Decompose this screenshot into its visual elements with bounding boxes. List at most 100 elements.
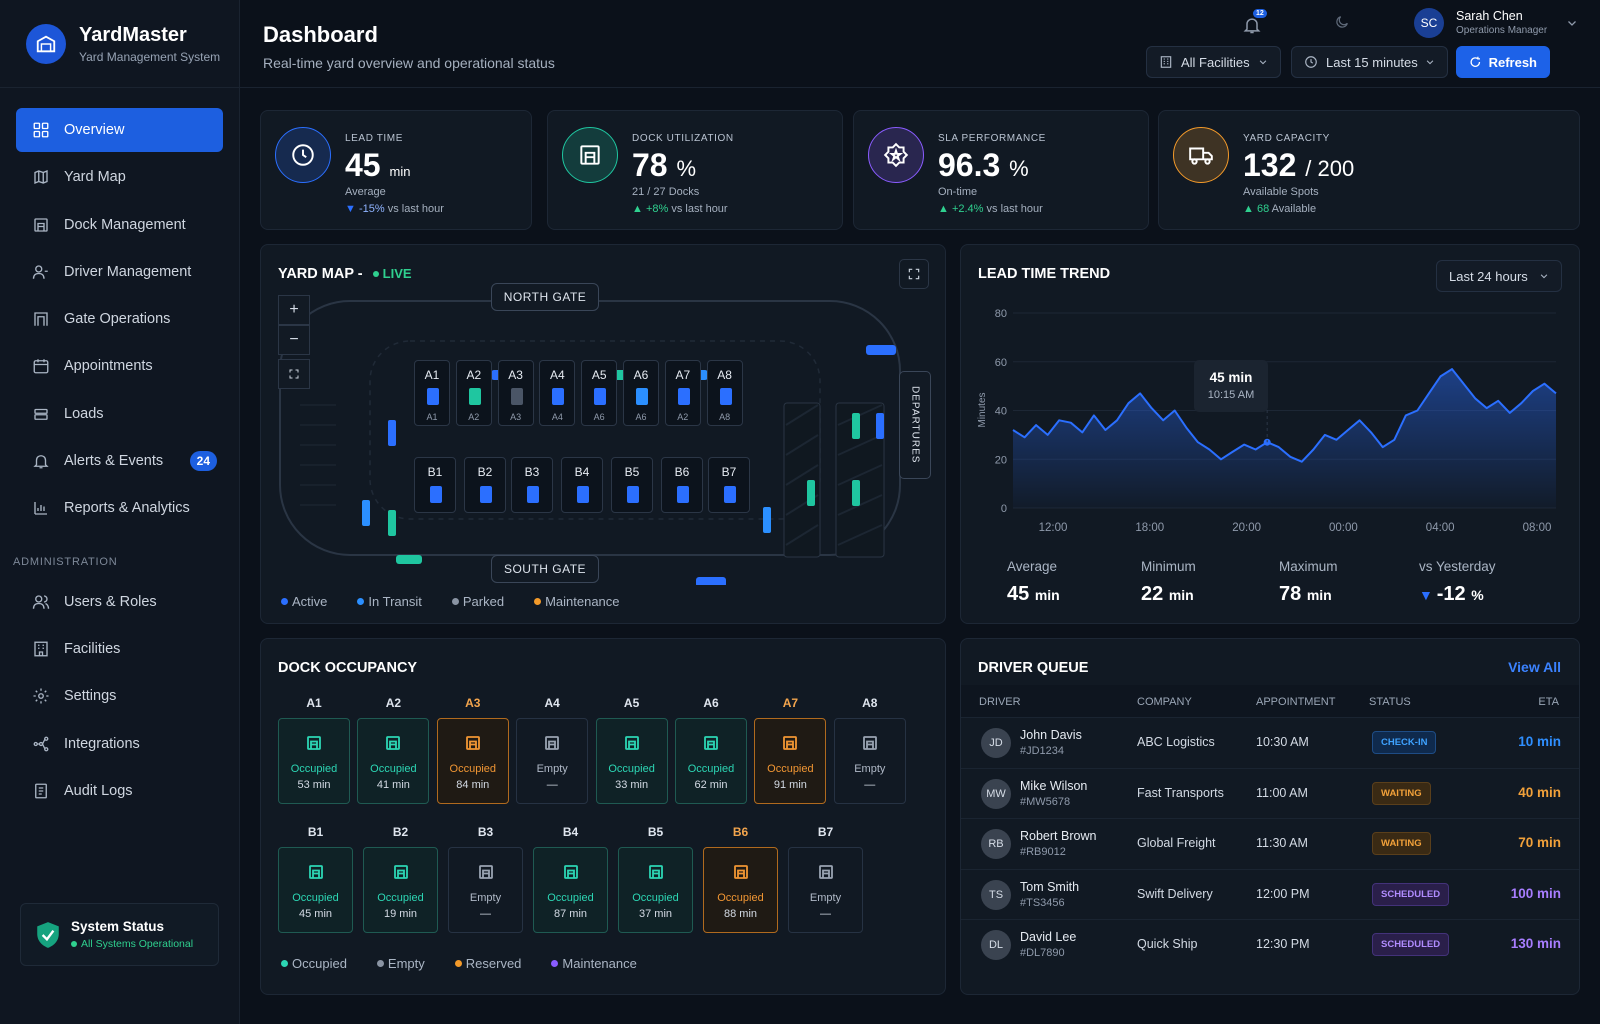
dock-b5[interactable]: Occupied 37 min [618,847,693,933]
time-range-select[interactable]: Last 15 minutes [1291,46,1448,78]
dock-icon [478,865,493,879]
dock-header-a1: A1 [306,696,322,710]
dock-b1[interactable]: Occupied 45 min [278,847,353,933]
dock-a4[interactable]: Empty — [516,718,589,804]
map-slot-b6[interactable]: B6 [661,457,703,513]
nav-item-appointments[interactable]: Appointments [16,344,223,388]
nav-item-gate-operations[interactable]: Gate Operations [16,297,223,341]
view-all-link[interactable]: View All [1508,659,1561,675]
south-gate[interactable]: SOUTH GATE [491,555,599,583]
map-slot-a1[interactable]: A1 A1 [414,360,450,426]
dock-header-a5: A5 [623,696,640,710]
chevron-down-icon [1540,274,1548,279]
north-gate[interactable]: NORTH GATE [491,283,599,311]
dock-a5[interactable]: Occupied 33 min [595,718,668,804]
map-slot-a3[interactable]: A3 A3 [497,360,534,426]
lead-time-range-select[interactable]: Last 24 hours [1436,260,1562,292]
queue-row[interactable]: MW Mike Wilson #MW5678 Fast Transports 11:00… [961,767,1579,818]
app-subtitle: Yard Management System [79,49,221,64]
dock-b2[interactable]: Occupied 19 min [363,847,438,933]
nav-item-integrations[interactable]: Integrations [16,722,223,766]
dock-a8[interactable]: Empty — [833,718,906,804]
facility-select-value: All Facilities [1181,54,1250,70]
map-slot-a6[interactable]: A6 A6 [623,360,659,426]
dock-a7[interactable]: Occupied 91 min [754,718,827,804]
nav-item-label: Dock Management [64,216,186,233]
dock-icon [704,736,718,750]
dock-b6[interactable]: Occupied 88 min [703,847,778,933]
user-name[interactable]: Sarah Chen [1456,9,1523,23]
kpi-value: 132 / 200 [1243,147,1355,183]
map-slot-a2[interactable]: A2 A2 [455,360,492,426]
zoom-out-button[interactable]: − [278,325,310,355]
kpi-card-dock-utilization[interactable]: DOCK UTILIZATION 78 % 21 / 27 Docks ▲ +8% v… [547,110,843,230]
dock-occupancy-title: DOCK OCCUPANCY [278,660,418,676]
system-status-title: System Status [71,919,165,934]
refresh-button[interactable]: Refresh [1456,46,1550,78]
nav-item-label: Appointments [64,358,153,375]
yard-map-legend: Active In Transit Parked Maintenance [281,594,650,609]
user-avatar[interactable]: SC [1414,8,1444,38]
facility-select[interactable]: All Facilities [1146,46,1281,78]
stat-label: Minimum [1141,559,1196,574]
nav-item-audit-logs[interactable]: Audit Logs [16,769,223,813]
map-slot-b2[interactable]: B2 [464,457,506,513]
y-tick-label: 40 [995,406,1007,418]
queue-row[interactable]: RB Robert Brown #RB9012 Global Freight 11:30… [961,818,1579,868]
expand-map-button[interactable] [899,259,929,289]
nav-item-settings[interactable]: Settings [16,674,223,718]
theme-toggle[interactable] [1334,14,1350,35]
kpi-delta: ▲ +2.4% vs last hour [938,203,1043,215]
notification-button[interactable]: 12 [1240,9,1267,36]
dock-a3[interactable]: Occupied 84 min [436,718,509,804]
dock-header-a6: A6 [703,696,719,710]
dock-occupancy-card: DOCK OCCUPANCY A1 Occupied 53 min A2 Occupie… [260,638,946,995]
dock-time: — [864,779,876,791]
map-slot-b4[interactable]: B4 [561,457,603,513]
dock-header-b4: B4 [562,825,579,839]
map-slot-b3[interactable]: B3 [511,457,553,513]
nav-item-alerts-events[interactable]: Alerts & Events 24 [16,439,223,483]
driver-eta: 10 min [1518,734,1561,749]
nav-item-overview[interactable]: Overview [16,108,223,152]
map-slot-b5[interactable]: B5 [611,457,653,513]
system-status[interactable]: System Status All Systems Operational [20,903,219,966]
header: Dashboard Real-time yard overview and op… [240,0,1600,88]
legend-empty: Empty [376,956,425,971]
x-tick-label: 20:00 [1232,522,1261,534]
users-icon [32,594,50,609]
dock-a1[interactable]: Occupied 53 min [278,718,350,804]
queue-row[interactable]: TS Tom Smith #TS3456 Swift Delivery 12:00 PM… [961,868,1579,919]
nav-item-yard-map[interactable]: Yard Map [16,155,223,199]
dock-b4[interactable]: Occupied 87 min [533,847,608,933]
nav-item-users-roles[interactable]: Users & Roles [16,580,223,624]
map-slot-b1[interactable]: B1 [414,457,456,513]
chevron-down-icon[interactable] [1566,17,1578,29]
nav-item-driver-management[interactable]: Driver Management [16,250,223,294]
zoom-in-button[interactable]: + [278,295,310,325]
map-slot-a5[interactable]: A5 A6 [581,360,618,426]
nav-item-loads[interactable]: Loads [16,392,223,436]
kpi-card-lead-time[interactable]: LEAD TIME 45 min Average ▼ -15% vs last hou… [260,110,532,230]
nav-item-reports-analytics[interactable]: Reports & Analytics [16,486,223,530]
fit-view-button[interactable] [278,359,310,389]
lead-time-chart[interactable]: 0 20 40 60 80 12:00 18:00 20:00 00:00 04:00 08:00 M… [961,245,1581,545]
queue-row[interactable]: JD John Davis #JD1234 ABC Logistics 10:30 AM… [961,717,1579,767]
dock-b7[interactable]: Empty — [788,847,863,933]
departures-lane[interactable]: DEPARTURES [899,371,931,479]
map-slot-b7[interactable]: B7 [708,457,750,513]
kpi-card-sla-performance[interactable]: SLA PERFORMANCE 96.3 % On-time ▲ +2.4% vs l… [853,110,1149,230]
kpi-card-yard-capacity[interactable]: YARD CAPACITY 132 / 200 Available Spots ▲ 6… [1158,110,1580,230]
map-slot-a7[interactable]: A7 A2 [664,360,701,426]
map-slot-a8[interactable]: A8 A8 [706,360,743,426]
nav-item-dock-management[interactable]: Dock Management [16,203,223,247]
yard-map-canvas[interactable] [276,285,932,585]
driver-appointment: 12:30 PM [1256,937,1310,951]
dock-a6[interactable]: Occupied 62 min [675,718,747,804]
map-slot-a4[interactable]: A4 A4 [539,360,576,426]
queue-row[interactable]: DL David Lee #DL7890 Quick Ship 12:30 PM SCHE… [961,919,1579,969]
dock-a2[interactable]: Occupied 41 min [357,718,430,804]
brand: YardMaster Yard Management System [0,0,239,88]
nav-item-facilities[interactable]: Facilities [16,627,223,671]
dock-b3[interactable]: Empty — [448,847,523,933]
